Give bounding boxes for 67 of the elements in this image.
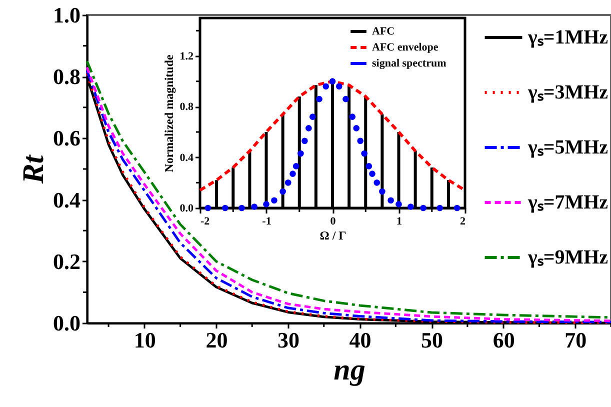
point [436,204,443,212]
x-tick-label: 0 [330,216,336,228]
point [379,188,386,195]
x-tick-label: 70 [564,328,587,352]
point [280,188,286,195]
y-tick-label: 0.8 [180,101,194,114]
y-tick-label: 0.8 [53,64,80,90]
point [298,150,304,157]
point [284,180,292,186]
y-tick-label: 0.6 [53,126,80,151]
y-tick-label: 1.0 [53,2,80,28]
point [302,138,308,144]
point [349,114,356,120]
x-tick-label: 60 [492,328,515,352]
point [322,83,330,90]
legend-label: AFC envelope [372,42,438,54]
point [263,201,270,208]
y-tick-label: 0.4 [53,187,80,212]
point [420,204,426,212]
point [361,150,368,157]
point [369,170,376,177]
point [374,180,380,186]
point [329,78,336,84]
legend-label: γₛ=3MHz [527,82,608,104]
y-tick-label: 1.2 [180,50,194,62]
y-tick-label: 0.0 [180,202,194,214]
x-tick-label: 10 [134,328,156,352]
x-axis-title: ng [334,354,366,386]
point [353,125,360,132]
point [366,163,372,170]
point [238,204,245,212]
point [290,170,296,177]
point [222,204,228,212]
y-axis-title: Rt [17,154,50,185]
point [408,204,414,210]
y-axis-title: Normalized magnitude [162,54,176,172]
point [342,96,349,102]
point [204,204,212,212]
x-tick-label: 30 [277,328,300,352]
point [454,204,460,212]
point [305,125,312,132]
x-tick-label: -2 [200,216,210,228]
point [271,197,278,204]
legend-label: γₛ=1MHz [527,26,608,48]
point [292,163,300,170]
point [251,204,258,210]
y-tick-label: 0.0 [53,310,80,336]
x-tick-label: 2 [460,216,466,228]
legend-label: γₛ=7MHz [527,192,608,214]
x-tick-label: 50 [421,328,444,352]
point [336,83,342,90]
x-axis-title: Ω / Γ [320,228,346,242]
point [309,114,316,120]
x-tick-label: -1 [262,216,272,228]
point [396,201,402,208]
legend-label: signal spectrum [372,58,446,70]
x-tick-label: 1 [396,216,402,228]
point [388,197,394,204]
legend-label: γₛ=9MHz [527,246,608,268]
legend-label: AFC [372,26,395,38]
y-tick-label: 0.4 [180,152,194,164]
y-tick-label: 0.2 [53,248,80,274]
point [357,138,364,144]
x-tick-label: 40 [349,328,372,352]
legend-label: γₛ=5MHz [527,136,608,158]
x-tick-label: 20 [206,328,228,352]
point [316,96,322,102]
